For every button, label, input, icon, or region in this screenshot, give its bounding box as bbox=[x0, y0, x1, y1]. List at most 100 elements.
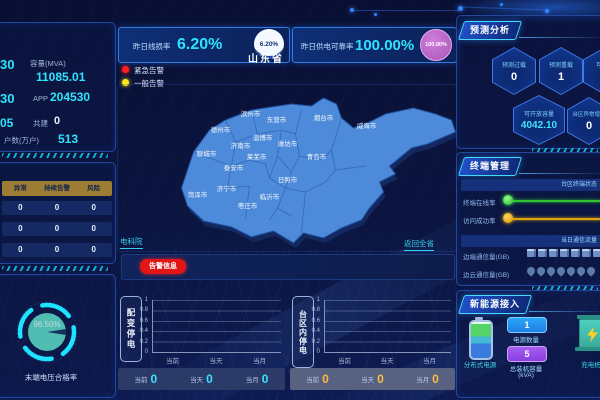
network-dot bbox=[458, 6, 463, 11]
line-loss-value: 6.20% bbox=[177, 36, 223, 53]
cube-icon bbox=[582, 249, 591, 257]
map-city-label: 日照市 bbox=[278, 175, 298, 184]
province-shape[interactable] bbox=[180, 97, 457, 244]
charger-top bbox=[577, 315, 600, 319]
cube-icon bbox=[538, 249, 547, 257]
cell: 0 bbox=[54, 203, 60, 212]
hex-openable: 可开放3 bbox=[583, 47, 600, 95]
map-city-label: 东营市 bbox=[267, 115, 287, 124]
hex-abnormal-growth: 台区异常增长0 bbox=[567, 97, 600, 145]
drop-icon bbox=[535, 265, 547, 277]
terminal-panel: 终端管理 台区终端状态 终端在线率 访问成功率 当日通信流量 边端通信量(GB)… bbox=[456, 152, 600, 286]
plot-area bbox=[152, 300, 281, 353]
table-row: 0 0 0 bbox=[2, 222, 112, 236]
emergency-alarm-dot bbox=[122, 66, 129, 73]
reliability-statbox: 昨日供电可靠率 100.00% 100.00% bbox=[292, 27, 457, 63]
drop-icon bbox=[545, 265, 557, 277]
app-value: 204530 bbox=[50, 90, 91, 104]
drop-icon bbox=[575, 265, 587, 277]
access-rate-label: 访问成功率 bbox=[463, 218, 496, 225]
tab-new-energy[interactable]: 新能源接入 bbox=[457, 295, 533, 314]
map-city-label: 聊城市 bbox=[197, 149, 217, 158]
capacity-unit: (kVA) bbox=[518, 372, 534, 379]
column-header: 持续告警 bbox=[44, 185, 70, 192]
column-header: 风险 bbox=[87, 185, 101, 192]
drop-icon bbox=[565, 265, 577, 277]
reliability-value: 100.00% bbox=[355, 37, 415, 54]
table-row: 0 0 0 bbox=[2, 201, 112, 215]
households-value: 513 bbox=[58, 132, 79, 146]
map-city-label: 济南市 bbox=[231, 141, 251, 150]
new-energy-panel: 新能源接入 分布式电源 1 电源数量 5 总装机容量 (kVA) 充电桩 bbox=[456, 290, 600, 398]
households-label: 户数(万户) bbox=[4, 136, 39, 145]
drop-icon bbox=[525, 265, 537, 277]
divider-hatch bbox=[2, 153, 108, 158]
divider-hatch bbox=[532, 286, 598, 291]
gongjian-value: 0 bbox=[54, 115, 61, 127]
power-count-label: 电源数量 bbox=[513, 337, 539, 344]
battery-icon bbox=[469, 320, 493, 360]
edge-traffic-label: 边端通信量(GB) bbox=[463, 254, 510, 261]
table-row: 0 0 0 bbox=[2, 243, 112, 257]
cell: 0 bbox=[54, 224, 60, 233]
cell: 0 bbox=[91, 224, 96, 233]
chart-stats-bar: 当前 0 当天 0 当月 0 bbox=[118, 368, 285, 390]
tab-prediction[interactable]: 预测分析 bbox=[457, 21, 523, 40]
chart-title: 配变停电 bbox=[126, 308, 136, 350]
cloud-traffic-label: 边云通信量(GB) bbox=[463, 272, 510, 279]
divider-hatch bbox=[2, 266, 108, 271]
map-city-label: 枣庄市 bbox=[238, 201, 258, 210]
tab-terminal[interactable]: 终端管理 bbox=[457, 157, 523, 176]
drop-icon bbox=[585, 265, 597, 277]
distributed-power-label: 分布式电源 bbox=[463, 362, 497, 369]
column-header: 异常 bbox=[13, 185, 27, 192]
access-rate-knob[interactable] bbox=[503, 213, 513, 223]
cell: 0 bbox=[91, 203, 96, 212]
cell: 0 bbox=[18, 245, 23, 254]
cube-icon bbox=[593, 249, 600, 257]
gongjian-label: 共建 bbox=[33, 119, 48, 128]
voltage-table-header: 异常 持续告警 风险 bbox=[2, 181, 112, 196]
network-dot bbox=[545, 9, 549, 13]
line-loss-label: 昨日线损率 bbox=[133, 42, 171, 51]
network-dot bbox=[500, 3, 503, 6]
capacity-badge: 5 bbox=[507, 346, 547, 362]
map-city-label: 青岛市 bbox=[307, 152, 327, 161]
map-city-label: 临沂市 bbox=[260, 192, 280, 201]
reliability-label: 昨日供电可靠率 bbox=[301, 42, 354, 51]
online-rate-knob[interactable] bbox=[503, 195, 513, 205]
online-rate-track[interactable] bbox=[509, 200, 600, 202]
traffic-header: 当日通信流量 bbox=[461, 235, 600, 247]
capacity-label: 总装机容量 bbox=[509, 366, 543, 373]
tab-underline bbox=[529, 311, 600, 312]
network-line bbox=[354, 10, 460, 11]
stat-fragment: 30 bbox=[0, 57, 15, 72]
drop-icon bbox=[555, 265, 567, 277]
y-axis-ticks: 1 0.8 0.6 0.4 0.2 0 bbox=[311, 297, 320, 355]
stat-fragment: 05 bbox=[0, 116, 14, 130]
alarm-info-bar: 告警信息 bbox=[121, 254, 455, 280]
cell: 0 bbox=[18, 203, 23, 212]
cube-icon bbox=[560, 249, 569, 257]
station-area-outage-chart: 台区内停电 1 0.8 0.6 0.4 0.2 0 当前 当天 当月 当前 0 当天 0 … bbox=[290, 292, 455, 394]
cube-icon bbox=[571, 249, 580, 257]
general-alarm-label: 一般告警 bbox=[134, 79, 164, 88]
province-title: 山东省 bbox=[248, 54, 284, 65]
divider-hatch bbox=[532, 148, 598, 153]
cell: 0 bbox=[18, 224, 23, 233]
alarm-info-button[interactable]: 告警信息 bbox=[140, 259, 186, 274]
chart-title-box: 台区内停电 bbox=[292, 296, 314, 368]
chart-stats-bar: 当前 0 当天 0 当月 0 bbox=[290, 368, 455, 390]
access-rate-track[interactable] bbox=[509, 218, 600, 220]
voltage-gauge bbox=[16, 301, 78, 363]
dkygrid-link[interactable]: 电科院 bbox=[120, 236, 143, 249]
chart-title-box: 配变停电 bbox=[120, 296, 142, 362]
map-city-label: 泰安市 bbox=[224, 163, 244, 172]
back-to-province-link[interactable]: 返回全省 bbox=[404, 238, 434, 251]
charger-base bbox=[575, 347, 600, 351]
gauge-label: 末端电压合格率 bbox=[24, 373, 78, 382]
shandong-map[interactable]: 德州市 滨州市 东营市 烟台市 威海市 聊城市 济南市 淄博市 潍坊市 青岛市 … bbox=[172, 90, 460, 248]
map-city-label: 威海市 bbox=[357, 121, 377, 130]
y-axis-ticks: 1 0.8 0.6 0.4 0.2 0 bbox=[139, 297, 148, 355]
